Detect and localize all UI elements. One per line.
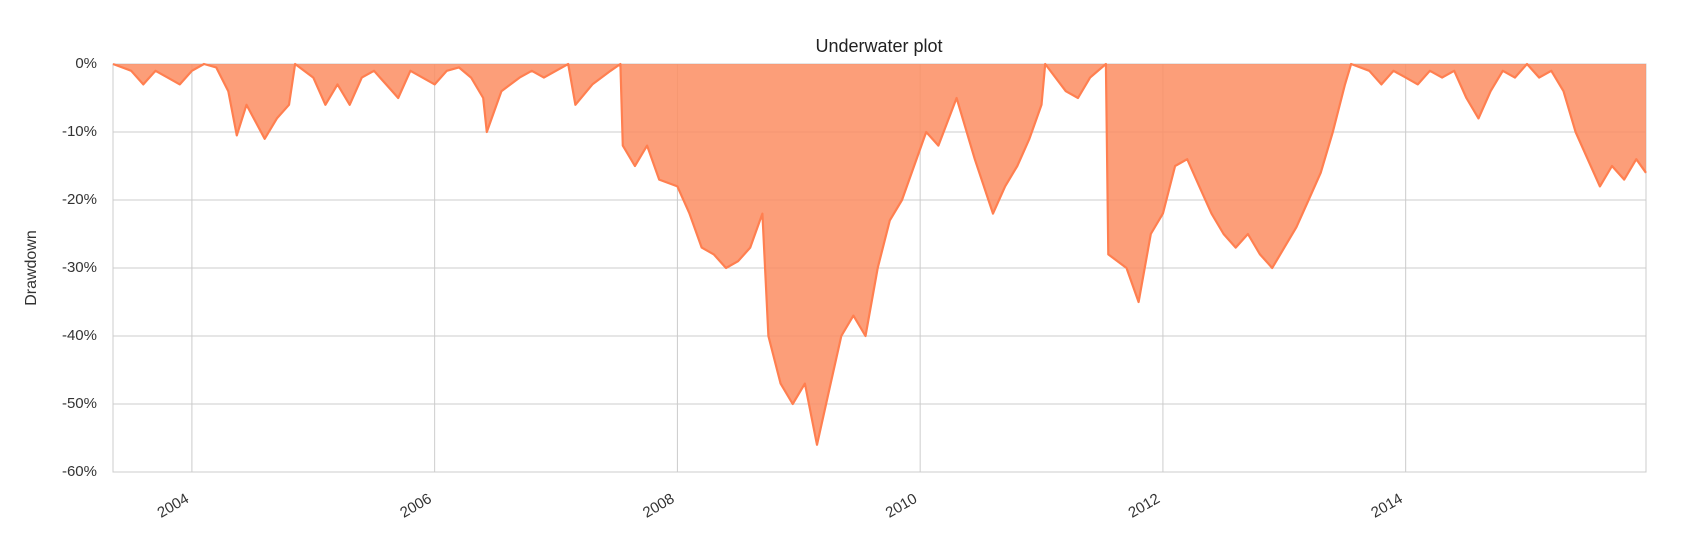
x-tick-label: 2008 [640,490,677,521]
y-tick-label: -20% [62,191,97,208]
area-fill [113,64,1646,445]
y-tick-label: -40% [62,327,97,344]
area-line [112,62,1647,446]
x-tick-label: 2012 [1125,490,1162,521]
y-tick-label: 0% [75,55,97,72]
y-tick-label: -50% [62,395,97,412]
x-tick-label: 2006 [397,490,434,521]
x-tick-label: 2004 [154,490,191,521]
y-axis-label: Drawdown [23,230,40,306]
y-tick-label: -60% [62,463,97,480]
chart-title: Underwater plot [815,36,942,56]
x-tick-label: 2010 [883,490,920,521]
y-tick-label: -10% [62,123,97,140]
y-tick-label: -30% [62,259,97,276]
x-tick-label: 2014 [1368,490,1405,521]
